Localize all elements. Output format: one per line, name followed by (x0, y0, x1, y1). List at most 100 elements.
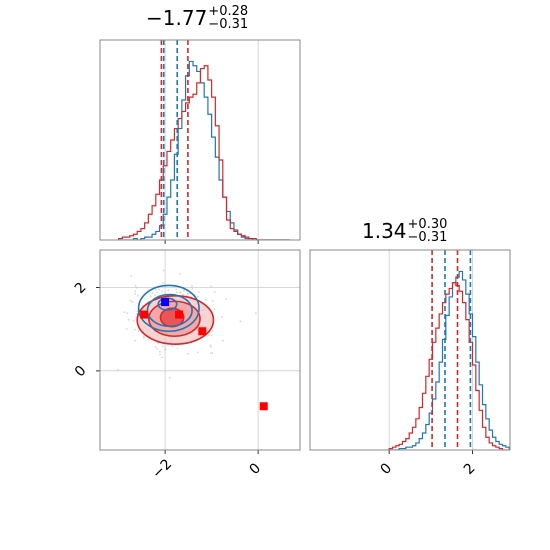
hist2-tick-label-x: 0 (378, 460, 396, 478)
sample-point (164, 348, 167, 351)
sample-point (175, 288, 178, 291)
sample-point (160, 290, 163, 293)
sample-point (84, 353, 86, 355)
sample-point (191, 285, 193, 287)
sample-point (254, 312, 257, 315)
sample-point (156, 347, 159, 350)
sample-point (210, 334, 213, 337)
sample-point (161, 356, 164, 359)
sample-point (211, 330, 214, 333)
sample-point (209, 344, 212, 347)
param-1-value: −1.77 (146, 6, 208, 30)
sample-point (187, 352, 190, 355)
param-1-title: −1.77 +0.28 −0.31 (146, 3, 249, 34)
sample-point (116, 368, 119, 371)
blue-contour-level-1 (146, 293, 193, 328)
sample-point (147, 338, 150, 341)
sample-point (134, 284, 137, 287)
sample-point (181, 293, 184, 296)
sample-point (196, 295, 199, 298)
sample-point (167, 289, 170, 292)
sample-point (221, 339, 224, 342)
marker-2 (175, 310, 184, 319)
blue-contour-level-2 (137, 284, 200, 333)
param-1-minus: −0.31 (208, 16, 249, 32)
sample-point (153, 294, 156, 296)
sample-point (132, 320, 135, 322)
sample-point (179, 291, 182, 294)
sample-point (162, 269, 165, 272)
sample-point (159, 353, 161, 356)
sample-point (204, 298, 207, 301)
contour-tick-label-x: 0 (246, 460, 264, 478)
hist1-hist-series-1 (118, 65, 290, 240)
sample-point (134, 328, 137, 331)
hist1-frame (99, 39, 301, 241)
sample-point (162, 282, 164, 284)
sample-point (211, 351, 214, 354)
sample-point (175, 291, 178, 294)
sample-point (225, 298, 227, 301)
sample-point (136, 294, 139, 297)
contour-plot-area (84, 269, 268, 411)
sample-point (158, 350, 161, 353)
sample-point (136, 310, 139, 313)
contour-tick-label-y: 0 (72, 363, 90, 381)
contour-tick-label-x: −2 (149, 456, 175, 482)
sample-point (191, 287, 194, 290)
sample-point (129, 299, 132, 302)
sample-point (213, 308, 216, 311)
sample-point (137, 329, 140, 332)
param-2-value: 1.34 (362, 219, 407, 243)
param-2-title: 1.34 +0.30 −0.31 (362, 216, 448, 247)
hist1-hist-series-0 (118, 60, 290, 240)
sample-point (162, 345, 164, 348)
contour-panel: 0 2 −2 0 (72, 249, 301, 482)
param-2-plus: +0.30 (407, 216, 448, 232)
sample-point (211, 300, 214, 303)
sample-point (187, 292, 189, 295)
histogram-panel-1 (99, 39, 301, 244)
sample-point (134, 292, 136, 295)
sample-point (157, 288, 160, 291)
sample-point (131, 300, 134, 303)
param-2-minus: −0.31 (407, 229, 448, 245)
sample-point (154, 288, 157, 291)
sample-point (196, 351, 199, 354)
sample-point (210, 345, 212, 348)
param-1-plus: +0.28 (208, 3, 249, 19)
sample-point (130, 275, 133, 278)
sample-point (183, 289, 185, 292)
sample-point (154, 345, 157, 348)
hist2-hist-series-1 (388, 282, 510, 450)
marker-0 (161, 298, 170, 307)
sample-point (143, 336, 145, 339)
hist2-tick-label-x: 2 (461, 460, 479, 478)
sample-point (142, 335, 145, 338)
sample-point (156, 291, 159, 294)
sample-point (197, 291, 200, 293)
sample-point (126, 312, 129, 315)
hist2-plot-area (388, 250, 510, 450)
sample-point (207, 334, 210, 336)
sample-point (179, 273, 181, 275)
sample-point (134, 290, 136, 293)
sample-point (127, 318, 130, 321)
contour-tick-label-y: 2 (72, 279, 90, 297)
hist2-frame (309, 249, 511, 451)
sample-point (168, 376, 171, 379)
sample-point (135, 286, 138, 289)
sample-point (125, 328, 128, 330)
sample-point (151, 292, 154, 295)
sample-point (171, 345, 174, 348)
sample-point (149, 295, 152, 298)
marker-4 (259, 402, 268, 411)
sample-point (123, 311, 126, 314)
hist2-hist-series-0 (389, 270, 510, 450)
sample-point (176, 347, 179, 350)
sample-point (210, 285, 212, 288)
sample-point (221, 316, 223, 318)
sample-point (239, 320, 242, 323)
